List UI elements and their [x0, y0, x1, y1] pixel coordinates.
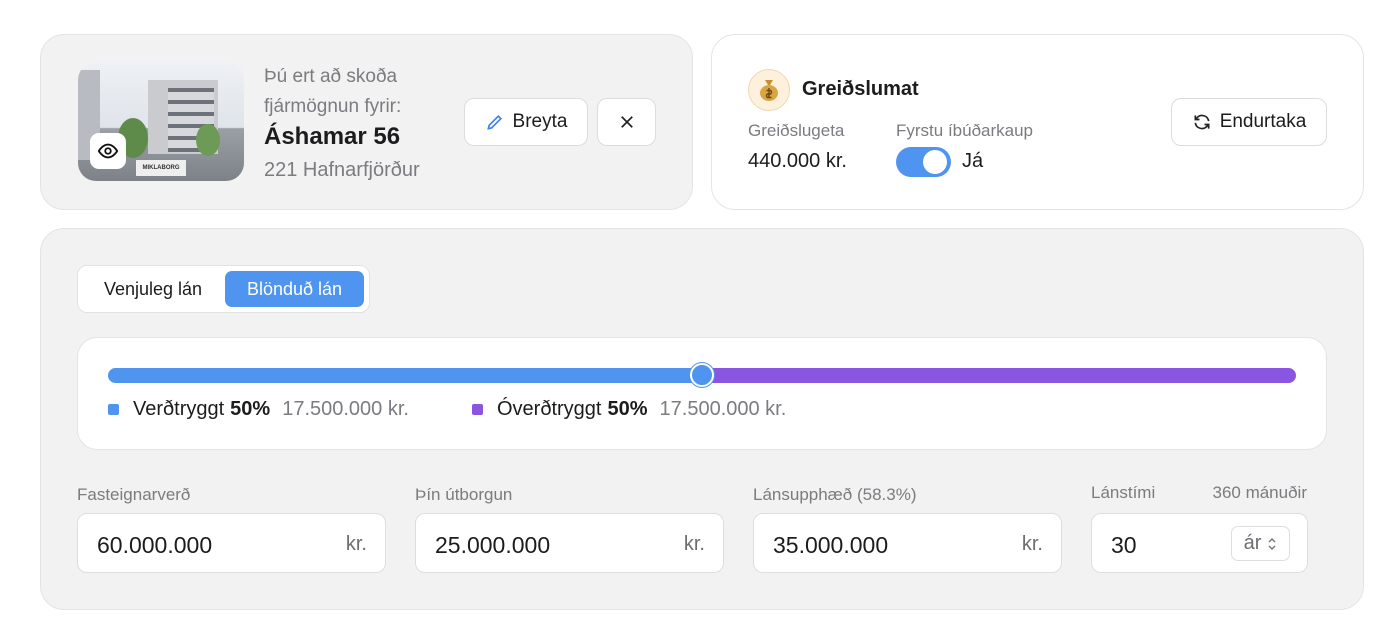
input-value: 25.000.000 — [435, 532, 551, 558]
legend-percent: 50% — [230, 398, 271, 420]
input-value: 60.000.000 — [97, 532, 213, 558]
eye-icon — [97, 143, 119, 159]
refresh-icon — [1194, 114, 1210, 130]
legend-amount: 17.500.000 kr. — [282, 398, 409, 420]
select-value: ár — [1243, 532, 1262, 554]
split-track — [108, 368, 1296, 383]
input[interactable]: 35.000.000 kr. — [753, 513, 1062, 573]
non-indexed-segment — [702, 368, 1296, 383]
legend-non-indexed: Óverðtryggt 50% 17.500.000 kr. — [472, 398, 786, 421]
chevrons — [1268, 537, 1276, 550]
edit-button[interactable]: Breyta — [464, 98, 588, 146]
input[interactable]: 60.000.000 kr. — [77, 513, 386, 573]
input-unit: kr. — [683, 533, 705, 555]
legend-swatch — [472, 404, 483, 415]
legend-name: Verðtryggt — [133, 398, 225, 420]
legend-amount: 17.500.000 kr. — [659, 398, 787, 420]
payment-title: Greiðslumat — [802, 78, 919, 100]
input-value: 30 — [1111, 532, 1137, 558]
money-bag-icon — [748, 69, 790, 111]
edit-label: Breyta — [512, 111, 568, 132]
tab[interactable]: Venjuleg lán — [103, 278, 203, 299]
split-card — [77, 337, 1327, 450]
split-handle[interactable] — [690, 363, 714, 387]
field-label: Þín útborgun — [415, 485, 513, 504]
field-label: Lánstími — [1091, 483, 1156, 502]
retake-label: Endurtaka — [1219, 111, 1307, 132]
capacity-label: Greiðslugeta — [748, 121, 845, 140]
toggle-knob — [923, 150, 947, 174]
toggle-label: Já — [962, 150, 984, 172]
input-value: 35.000.000 — [773, 532, 889, 558]
view-button[interactable] — [90, 133, 126, 169]
close-icon — [620, 116, 633, 128]
input[interactable]: 25.000.000 kr. — [415, 513, 724, 573]
field-label: Lánsupphæð (58.3%) — [753, 485, 917, 504]
unit-select[interactable]: ár — [1231, 526, 1290, 561]
property-intro: Þú ert að skoða fjármögnun fyrir: — [264, 66, 402, 117]
legend-indexed: Verðtryggt 50% 17.500.000 kr. — [108, 398, 409, 421]
indexed-segment — [108, 368, 702, 383]
field-note: 360 mánuðir — [1212, 483, 1307, 502]
property-image[interactable]: MIKLABORG — [78, 62, 244, 181]
toggle[interactable] — [896, 147, 951, 177]
capacity-value: 440.000 kr. — [748, 150, 847, 172]
property-name: Áshamar 56 — [264, 123, 401, 150]
money-bag — [760, 80, 778, 101]
legend-swatch — [108, 404, 119, 415]
field-label: Fasteignarverð — [77, 485, 191, 504]
input[interactable]: 30 ár — [1091, 513, 1308, 573]
image-caption: MIKLABORG — [136, 160, 186, 176]
tab-group: Venjuleg lán Blönduð lán — [77, 265, 370, 313]
pencil-icon — [486, 114, 502, 130]
input-unit: kr. — [345, 533, 367, 555]
tree — [196, 124, 220, 156]
close-button[interactable] — [597, 98, 656, 146]
input-unit: kr. — [1021, 533, 1043, 555]
first-purchase-label: Fyrstu íbúðarkaup — [896, 121, 1034, 140]
retake-button[interactable]: Endurtaka — [1171, 98, 1327, 146]
legend-percent: 50% — [607, 398, 648, 420]
property-address: 221 Hafnarfjörður — [264, 159, 420, 181]
legend-name: Óverðtryggt — [497, 398, 602, 420]
tab-active[interactable]: Blönduð lán — [225, 271, 364, 307]
